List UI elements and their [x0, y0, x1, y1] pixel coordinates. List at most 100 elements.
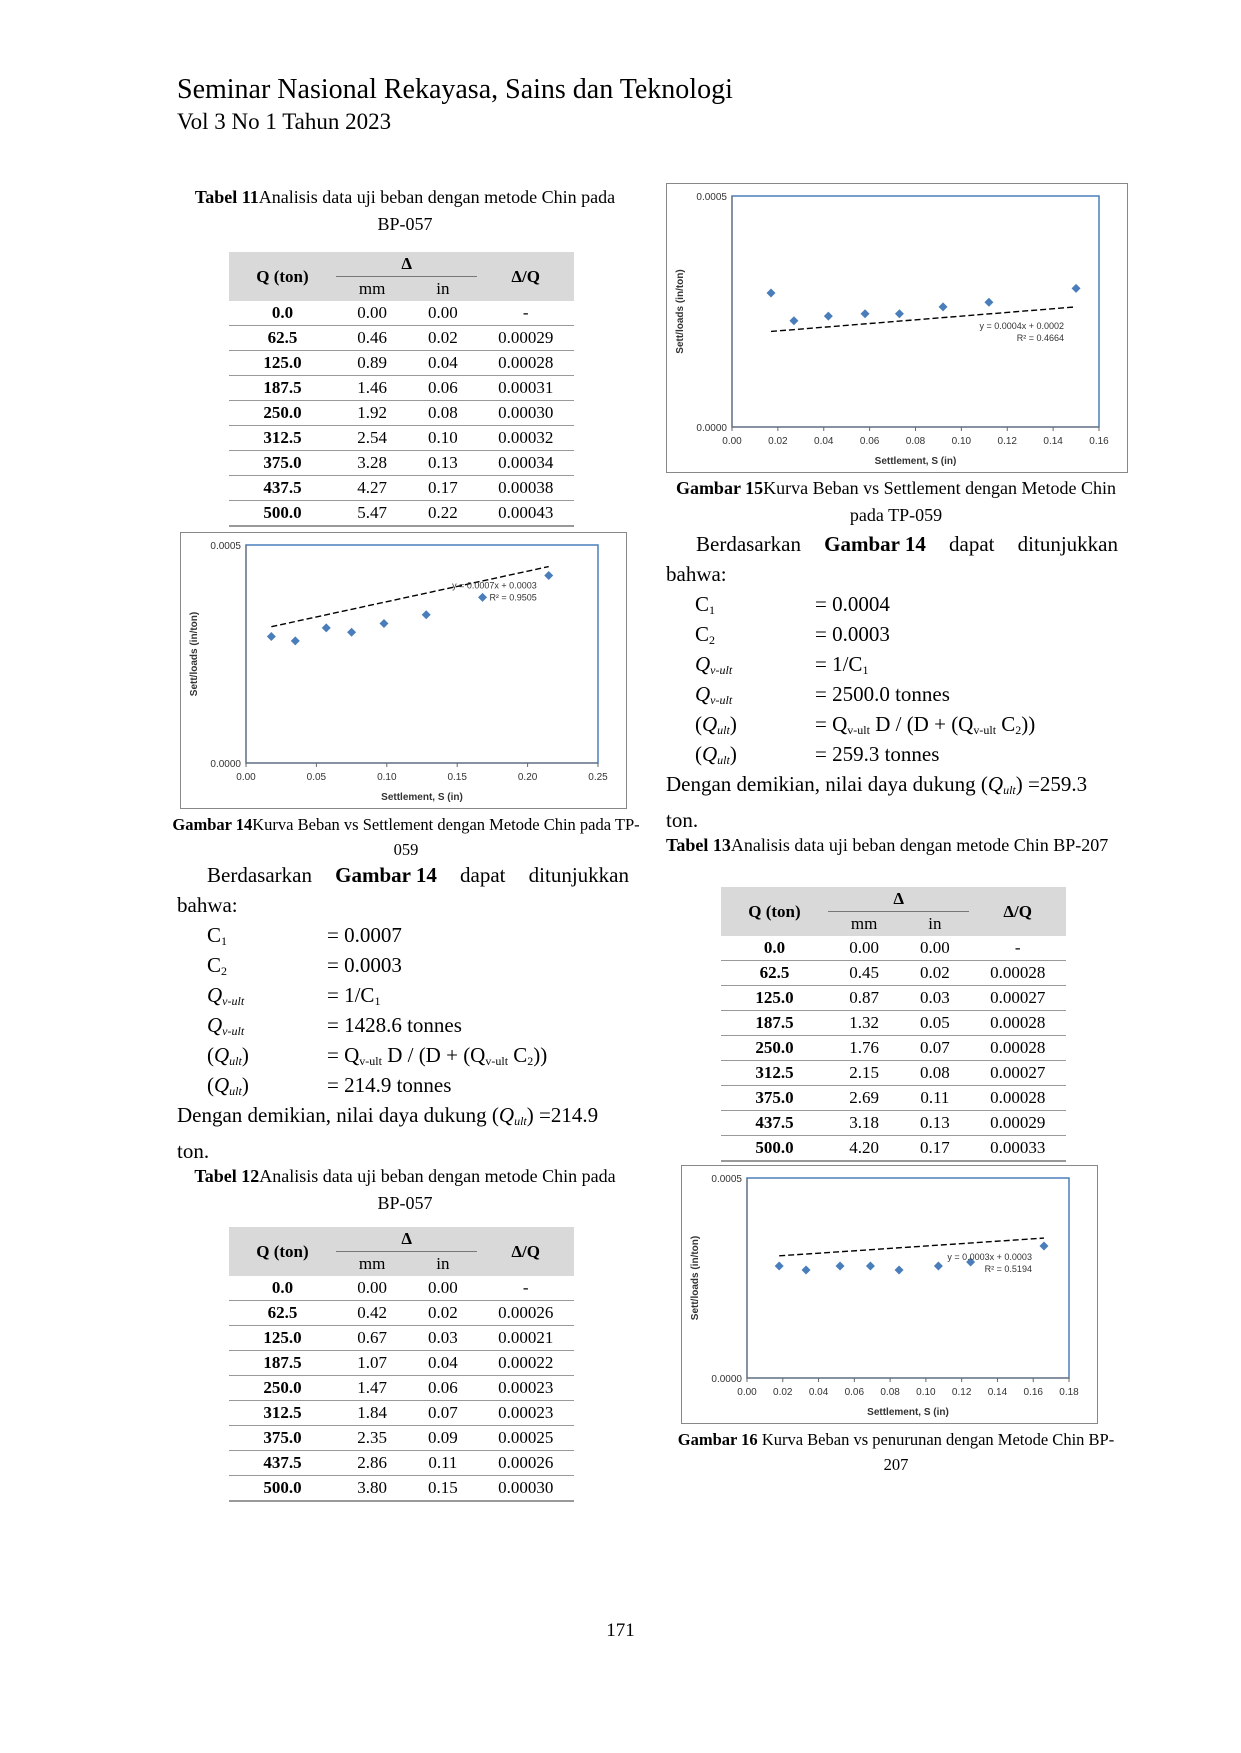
- table-cell: 62.5: [267, 1303, 298, 1322]
- table-cell: 0.0: [271, 303, 294, 322]
- var-qv-sub: v-ult: [222, 994, 245, 1008]
- trendline: [271, 565, 549, 628]
- table-cell: 0.00031: [498, 378, 554, 397]
- table-cell: 312.5: [755, 1063, 794, 1082]
- table-row: 312.5 2.15 0.08 0.00027: [721, 1061, 1066, 1086]
- x-tick-label: 0.10: [377, 772, 397, 783]
- table-cell: 375.0: [263, 1428, 302, 1447]
- plot-area-frame: [245, 544, 599, 764]
- table-cell: 0.00: [428, 303, 458, 322]
- var-paren: ): [241, 1043, 249, 1067]
- journal-title: Seminar Nasional Rekayasa, Sains dan Tek…: [177, 74, 733, 105]
- col-dq-header: Δ/Q: [477, 1227, 574, 1276]
- col-mm-header: mm: [827, 911, 901, 936]
- table-cell: 0.08: [428, 403, 458, 422]
- table-cell: 2.86: [357, 1453, 388, 1472]
- table-cell: 0.67: [357, 1328, 388, 1347]
- right-intro-word2: dapat: [949, 532, 995, 556]
- x-axis-label: Settlement, S (in): [875, 456, 957, 467]
- table-row: 312.5 1.84 0.07 0.00023: [229, 1401, 574, 1426]
- table-cell: 312.5: [263, 428, 302, 447]
- data-point: [321, 623, 331, 633]
- figure15-chart: 0.00 0.02 0.04 0.06 0.08 0.10 0.12 0.14 0.16 0.00…: [666, 183, 1128, 473]
- x-tick-label: 0.05: [307, 772, 327, 783]
- table-cell: 0.00: [428, 1278, 458, 1297]
- table-row: 187.5 1.46 0.06 0.00031: [229, 376, 574, 401]
- table11-label: Tabel 11: [194, 187, 259, 207]
- data-point: [789, 316, 799, 326]
- left-variables: C1 = 0.0007 C2 = 0.0003 Qv-ult = 1/C1 Qv-ul…: [207, 920, 547, 1100]
- table-cell: 0.00022: [498, 1353, 554, 1372]
- data-point: [1071, 283, 1081, 293]
- table-cell: 0.10: [428, 428, 458, 447]
- table13-label: Tabel 13: [666, 835, 731, 855]
- right-intro-line2: bahwa:: [666, 562, 727, 586]
- table-cell: 4.27: [357, 478, 388, 497]
- table-cell: 0.42: [357, 1303, 388, 1322]
- col-q-header: Q (ton): [229, 1227, 336, 1276]
- table-cell: 1.46: [357, 378, 388, 397]
- trendline: [770, 306, 1077, 333]
- table-row: 437.5 3.18 0.13 0.00029: [721, 1111, 1066, 1136]
- table-cell: 0.00028: [990, 963, 1046, 982]
- table-cell: 187.5: [755, 1013, 794, 1032]
- figure14-chart: 0.00 0.05 0.10 0.15 0.20 0.25 0.0000 0.0005 Sett…: [180, 532, 627, 809]
- x-tick-label: 0.25: [588, 772, 608, 783]
- table-cell: 62.5: [759, 963, 790, 982]
- data-point: [933, 1261, 943, 1271]
- table-cell: 437.5: [263, 1453, 302, 1472]
- table-cell: -: [1014, 938, 1021, 957]
- table-cell: 1.47: [357, 1378, 388, 1397]
- table-cell: 0.13: [428, 453, 458, 472]
- table-cell: 1.76: [849, 1038, 880, 1057]
- figure14-caption-text: Kurva Beban vs Settlement dengan Metode …: [252, 815, 640, 859]
- table-cell: 500.0: [263, 503, 302, 522]
- right-c1-value: = 0.0004: [815, 592, 890, 616]
- table-cell: 125.0: [263, 1328, 302, 1347]
- data-point: [766, 288, 776, 298]
- figure14-label: Gambar 14: [172, 815, 253, 834]
- table-cell: 250.0: [263, 1378, 302, 1397]
- data-point: [860, 309, 870, 319]
- table-cell: 1.84: [357, 1403, 388, 1422]
- data-point: [823, 311, 833, 321]
- x-tick-label: 0.15: [447, 772, 467, 783]
- table-cell: 437.5: [755, 1113, 794, 1132]
- table-cell: 2.35: [357, 1428, 388, 1447]
- y-tick-label: 0.0005: [711, 1174, 742, 1185]
- var-c2-sub: 2: [221, 964, 228, 978]
- data-point: [266, 632, 276, 642]
- table-cell: 0.02: [428, 1303, 458, 1322]
- x-tick-label: 0.00: [722, 436, 742, 447]
- right-intro-figref: Gambar 14: [824, 532, 926, 556]
- right-variables: C1 = 0.0004 C2 = 0.0003 Qv-ult = 1/C1 Qv-ul…: [695, 589, 1035, 769]
- left-intro-word2: dapat: [460, 863, 506, 887]
- table12-label: Tabel 12: [194, 1166, 260, 1186]
- table-cell: 0.00: [849, 938, 880, 957]
- table-row: 250.0 1.76 0.07 0.00028: [721, 1036, 1066, 1061]
- table-cell: 0.0: [763, 938, 786, 957]
- table-row: 500.0 4.20 0.17 0.00033: [721, 1136, 1066, 1161]
- table-cell: 0.00021: [498, 1328, 554, 1347]
- table-cell: 0.00026: [498, 1453, 554, 1472]
- table-cell: 250.0: [263, 403, 302, 422]
- table-cell: 0.07: [428, 1403, 458, 1422]
- x-tick-label: 0.06: [845, 1387, 865, 1398]
- table-cell: 0.00033: [990, 1138, 1046, 1157]
- table-cell: 1.07: [357, 1353, 388, 1372]
- table-cell: 0.00: [357, 303, 388, 322]
- x-tick-label: 0.16: [1023, 1387, 1043, 1398]
- table-cell: 0.00028: [990, 1013, 1046, 1032]
- trendline-equation: y = 0.0003x + 0.0003: [947, 1252, 1032, 1262]
- col-delta-header: Δ: [827, 887, 970, 912]
- table-row: 375.0 2.69 0.11 0.00028: [721, 1086, 1066, 1111]
- right-qult1-value: = Qv-ult D / (D + (Qv-ult C2)): [815, 712, 1036, 737]
- table-row: 437.5 4.27 0.17 0.00038: [229, 476, 574, 501]
- x-tick-label: 0.10: [952, 436, 972, 447]
- data-point: [544, 571, 554, 581]
- data-point: [966, 1257, 976, 1267]
- data-point: [835, 1261, 845, 1271]
- table-cell: 62.5: [267, 328, 298, 347]
- table-cell: 0.03: [428, 1328, 458, 1347]
- col-mm-header: mm: [335, 276, 409, 301]
